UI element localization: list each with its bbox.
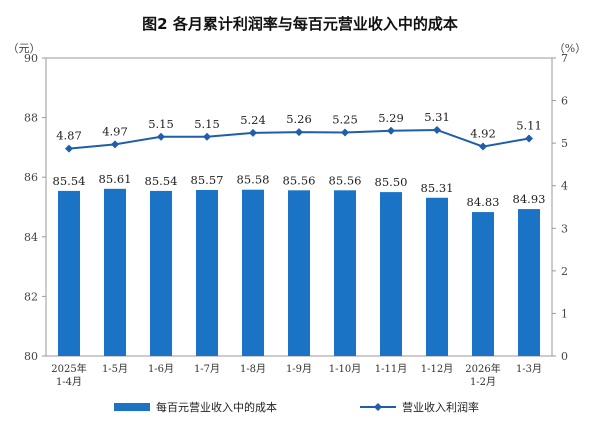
line-point	[157, 132, 165, 141]
right-tick-label: 6	[561, 95, 568, 108]
bar	[104, 188, 126, 356]
left-tick-label: 82	[24, 290, 38, 303]
left-tick-label: 88	[24, 112, 38, 125]
line-point	[65, 144, 73, 153]
right-tick-label: 5	[561, 137, 568, 150]
category-label: 1-7月	[194, 363, 220, 375]
line-data-label: 4.97	[102, 124, 128, 138]
line-data-label: 5.29	[378, 111, 404, 125]
right-tick-label: 0	[561, 350, 568, 363]
bar	[518, 209, 540, 356]
category-label: 1-5月	[102, 363, 128, 375]
line-point	[525, 134, 533, 143]
category-label: 1-8月	[240, 363, 266, 375]
category-label: 1-12月	[421, 363, 453, 375]
line-point	[203, 132, 211, 141]
right-tick-label: 1	[561, 307, 568, 320]
right-axis-unit: （%）	[554, 42, 586, 55]
bar-data-label: 85.50	[375, 175, 408, 189]
line-point	[387, 126, 395, 135]
left-tick-label: 90	[24, 52, 38, 65]
category-label: 1-3月	[516, 363, 542, 375]
line-data-label: 5.31	[424, 110, 450, 124]
category-label: 1-6月	[148, 363, 174, 375]
line-point	[111, 140, 119, 149]
line-data-label: 5.24	[240, 113, 266, 127]
line-data-label: 5.26	[286, 112, 312, 126]
bar	[334, 190, 356, 356]
left-axis-unit: （元）	[8, 42, 41, 55]
line-data-label: 4.87	[56, 129, 82, 143]
bar-data-label: 85.54	[53, 174, 86, 188]
bar-data-label: 85.54	[145, 174, 178, 188]
line-point	[341, 128, 349, 137]
legend-label-margin: 营业收入利润率	[402, 400, 479, 414]
line-point	[479, 142, 487, 151]
bar-data-label: 84.93	[513, 192, 546, 206]
right-tick-label: 2	[561, 265, 568, 278]
chart-title: 图2 各月累计利润率与每百元营业收入中的成本	[142, 15, 458, 33]
bar-data-label: 85.61	[99, 172, 132, 186]
line-data-label: 5.15	[148, 117, 174, 131]
category-label: 1-10月	[329, 363, 361, 375]
line-point	[249, 128, 257, 137]
legend-bar-swatch	[114, 403, 150, 411]
bar	[58, 190, 80, 356]
bar-data-label: 84.83	[467, 195, 500, 209]
category-label: 2025年 1-4月	[51, 362, 86, 388]
line-data-label: 5.15	[194, 117, 220, 131]
bar-data-label: 85.58	[237, 173, 270, 187]
left-tick-label: 86	[24, 171, 38, 184]
bar-data-label: 85.56	[329, 173, 362, 187]
category-label: 2026年 1-2月	[465, 362, 500, 388]
plot-area: 80 82 84 86 88 90 0 1 2 3 4 5 6 7 85.54 85.61 85.54 85.57…	[24, 52, 568, 388]
category-label: 1-11月	[375, 363, 407, 375]
right-tick-label: 3	[561, 222, 568, 235]
left-tick-label: 84	[24, 231, 38, 244]
bar	[150, 190, 172, 356]
bar-data-label: 85.31	[421, 181, 454, 195]
left-tick-label: 80	[24, 350, 38, 363]
right-tick-label: 4	[561, 180, 568, 193]
bar	[380, 192, 402, 356]
line-data-label: 5.11	[516, 118, 542, 132]
bar	[472, 212, 494, 356]
legend-line-marker	[374, 403, 382, 411]
line-data-label: 4.92	[470, 127, 496, 141]
category-label: 1-9月	[286, 363, 312, 375]
line-point	[433, 125, 441, 134]
right-tick-label: 7	[561, 52, 568, 65]
bar	[196, 190, 218, 356]
bar-data-label: 85.56	[283, 173, 316, 187]
bar	[288, 190, 310, 356]
bar	[242, 189, 264, 356]
legend-label-cost: 每百元营业收入中的成本	[156, 400, 277, 414]
line-point	[295, 128, 303, 137]
bar-data-label: 85.57	[191, 173, 224, 187]
bar	[426, 197, 448, 356]
legend: 每百元营业收入中的成本 营业收入利润率	[114, 400, 479, 414]
line-data-label: 5.25	[332, 113, 358, 127]
